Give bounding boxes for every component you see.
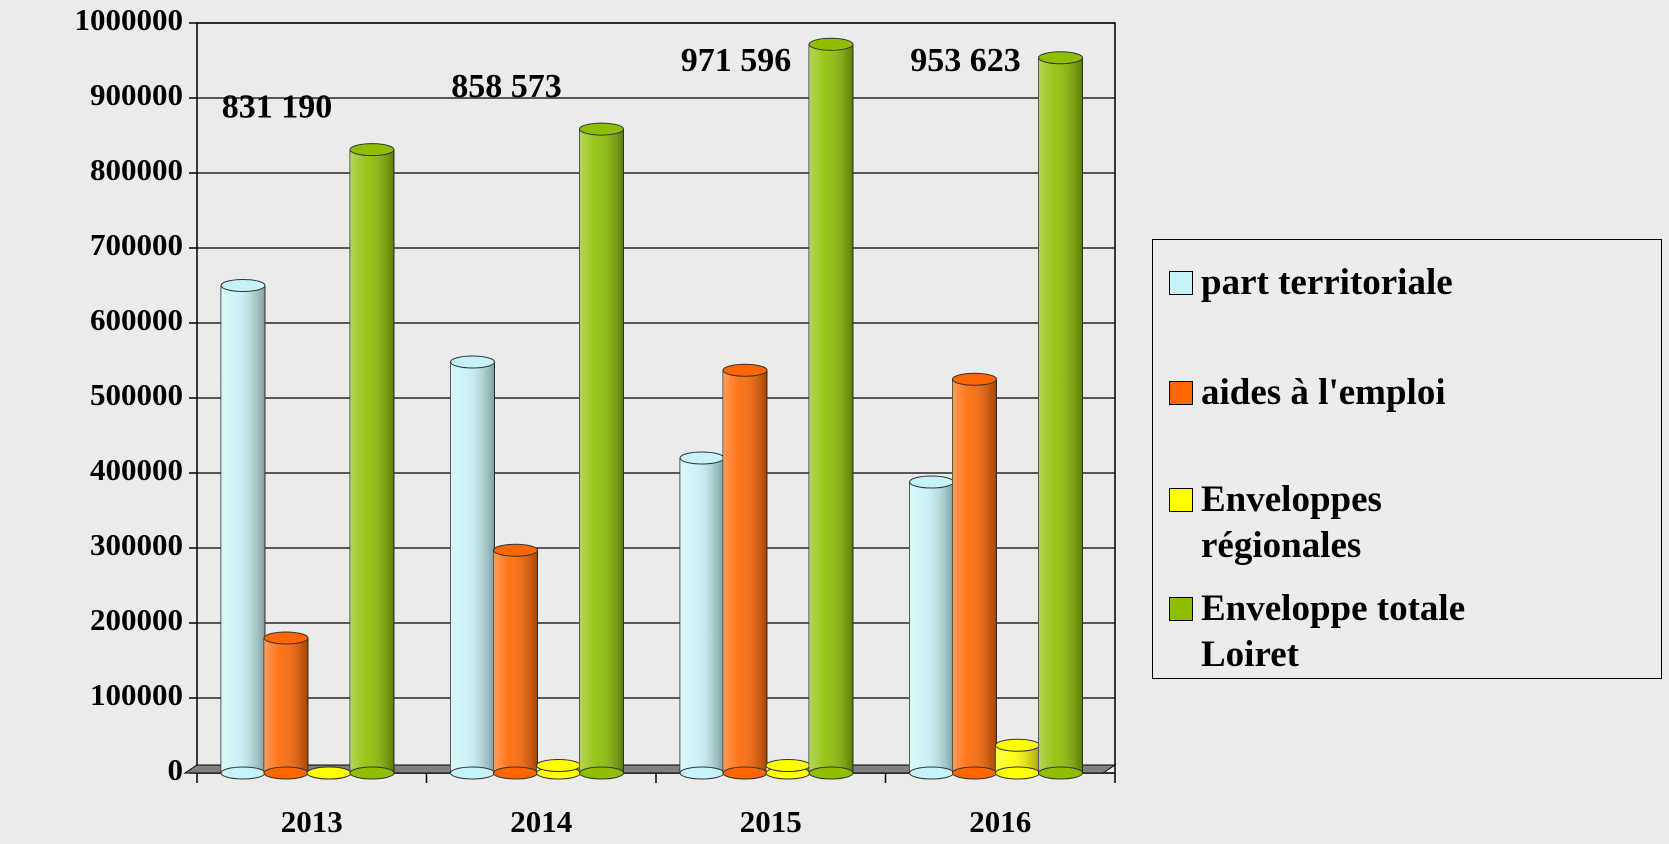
bar — [679, 451, 725, 780]
y-tick-label: 600000 — [90, 302, 183, 337]
x-tick-label: 2014 — [510, 804, 572, 839]
bar-shade — [350, 149, 394, 774]
bar-top — [808, 37, 854, 51]
bar-shade — [952, 379, 997, 773]
y-tick-label: 1000000 — [75, 2, 184, 37]
value-label: 831 190 — [222, 88, 333, 125]
legend-label: Enveloppes régionales — [1201, 479, 1382, 566]
y-tick-label: 400000 — [90, 452, 183, 487]
bar-shade — [450, 362, 495, 773]
bar — [349, 143, 395, 780]
bar — [808, 37, 854, 780]
bar-shade — [1038, 57, 1083, 773]
legend-item: aides à l'emploi — [1169, 370, 1649, 416]
legend-label: aides à l'emploi — [1201, 372, 1446, 413]
bar — [722, 363, 768, 780]
legend-label: Enveloppe totale Loiret — [1201, 588, 1466, 675]
legend-label: part territoriale — [1201, 262, 1453, 303]
legend-swatch — [1169, 271, 1193, 295]
bar-shade — [221, 285, 265, 773]
y-tick-label: 200000 — [90, 602, 183, 637]
bar-top — [579, 122, 624, 136]
bar-bottom — [952, 766, 997, 780]
y-tick-label: 500000 — [90, 377, 183, 412]
bar — [995, 738, 1040, 780]
bar-shade — [680, 458, 724, 773]
bar-top — [952, 372, 997, 386]
bar-top — [722, 363, 768, 377]
bar-top — [450, 355, 495, 369]
bar-shade — [809, 44, 853, 774]
value-label: 953 623 — [910, 42, 1021, 79]
y-tick-label: 900000 — [90, 77, 183, 112]
legend: part territoriale aides à l'emploi Envelop… — [1152, 239, 1662, 679]
y-tick-label: 0 — [168, 752, 184, 787]
bar-bottom — [995, 766, 1040, 780]
bar-top — [909, 475, 954, 489]
bar-shade — [723, 370, 767, 773]
bar — [952, 372, 997, 780]
bar-shade — [909, 482, 954, 773]
bar — [765, 759, 811, 780]
bar-bottom — [349, 766, 395, 780]
bar-bottom — [579, 766, 624, 780]
bar-top — [220, 279, 266, 292]
bar-bottom — [450, 766, 495, 780]
bar — [263, 631, 309, 780]
bar-top — [1038, 51, 1083, 65]
bar-top — [536, 759, 581, 772]
bar — [220, 279, 266, 780]
bar-bottom — [679, 766, 725, 780]
bar — [909, 475, 954, 780]
value-label: 971 596 — [681, 42, 792, 79]
bar — [579, 122, 624, 780]
y-tick-label: 100000 — [90, 677, 183, 712]
x-tick-label: 2013 — [281, 804, 343, 839]
bar-bottom — [722, 766, 768, 780]
bar-top — [349, 143, 395, 157]
bar-top — [263, 631, 309, 645]
bar-top — [493, 543, 538, 557]
y-tick-label: 300000 — [90, 527, 183, 562]
bar-top — [679, 451, 725, 465]
legend-item: Enveloppes régionales — [1169, 477, 1649, 569]
bar-top — [995, 738, 1040, 752]
x-tick-label: 2015 — [740, 804, 802, 839]
legend-item: part territoriale — [1169, 260, 1649, 306]
bar-shade — [579, 129, 624, 773]
bar-top — [765, 759, 811, 772]
bar-bottom — [493, 766, 538, 780]
bar — [493, 543, 538, 780]
bar-shade — [264, 638, 308, 773]
bar-bottom — [909, 766, 954, 780]
bar-bottom — [1038, 766, 1083, 780]
x-tick-label: 2016 — [969, 804, 1031, 839]
legend-swatch — [1169, 381, 1193, 405]
bar — [450, 355, 495, 780]
bar — [536, 759, 581, 780]
y-tick-label: 800000 — [90, 152, 183, 187]
bar-bottom — [808, 766, 854, 780]
bar — [306, 766, 352, 780]
legend-swatch — [1169, 597, 1193, 621]
legend-item: Enveloppe totale Loiret — [1169, 586, 1649, 678]
bar-top — [306, 766, 352, 780]
bar-bottom — [263, 766, 309, 780]
y-tick-label: 700000 — [90, 227, 183, 262]
bar-bottom — [220, 766, 266, 780]
bar — [1038, 51, 1083, 780]
bar-shade — [493, 550, 538, 773]
value-label: 858 573 — [451, 68, 562, 105]
legend-swatch — [1169, 488, 1193, 512]
